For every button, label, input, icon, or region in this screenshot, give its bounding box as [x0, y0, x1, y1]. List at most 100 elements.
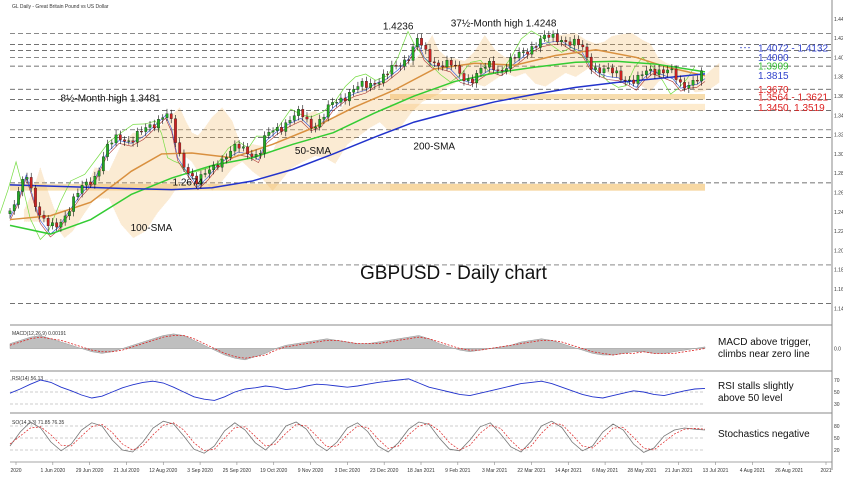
candle-body — [645, 70, 648, 75]
level-label: 1.3909 — [758, 62, 789, 73]
sma-line — [9, 73, 706, 191]
stochastics-panel: SO(14,3,3) 71.85 76.35 80 50 20 Stochastics … — [9, 420, 840, 454]
macd-axis-tick: 0.0 — [834, 347, 841, 353]
candle-body — [615, 70, 619, 74]
x-axis-tick-label: 18 Jan 2021 — [407, 468, 435, 474]
candle-body — [555, 33, 559, 43]
rsi-axis-tick: 70 — [834, 378, 840, 384]
candle-body — [577, 38, 580, 46]
candle-body — [454, 64, 457, 67]
candle-body — [679, 79, 682, 83]
stoch-axis-tick: 50 — [834, 436, 840, 442]
candle-body — [178, 142, 182, 154]
candle-body — [203, 173, 207, 175]
macd-header-text: MACD(12,26,9) 0.00191 — [12, 331, 66, 337]
y-axis: 1.44 1.42 1.40 1.38 1.36 1.34 1.32 1.30 1.28 1.26… — [834, 17, 843, 313]
candle-body — [420, 38, 423, 46]
candle-body — [619, 70, 623, 81]
tenkan-line — [9, 40, 706, 235]
candle-body — [657, 69, 661, 75]
chart-annotation: 8½-Month high 1.3481 — [61, 94, 162, 105]
candle-body — [118, 134, 122, 140]
macd-histogram — [9, 333, 706, 361]
stoch-note: Stochastics negative — [718, 429, 810, 440]
candle-body — [242, 146, 245, 149]
kijun-line — [9, 43, 706, 238]
candle-body — [522, 51, 525, 53]
stoch-header-text: SO(14,3,3) 71.85 76.35 — [12, 420, 64, 426]
candle-body — [80, 184, 84, 194]
y-axis-tick-label: 1.40 — [834, 55, 843, 61]
candle-body — [662, 69, 665, 74]
candle-body — [55, 222, 59, 228]
candle-body — [513, 57, 517, 59]
chart-annotation: 100-SMA — [131, 223, 173, 234]
candle-body — [653, 68, 657, 75]
candle-body — [34, 187, 37, 207]
candle-body — [602, 68, 606, 74]
candle-body — [301, 109, 305, 118]
candle-body — [479, 68, 483, 74]
candle-body — [339, 97, 343, 103]
y-axis-tick-label: 1.30 — [834, 152, 843, 158]
candle-body — [191, 173, 194, 177]
candle-body — [568, 41, 572, 46]
x-axis-tick-label: 21 Jul 2020 — [114, 468, 140, 474]
candle-body — [691, 80, 695, 86]
candle-body — [271, 130, 275, 133]
candle-body — [348, 92, 351, 102]
candle-body — [254, 154, 258, 157]
candle-body — [331, 102, 334, 105]
candle-body — [123, 139, 126, 142]
candle-body — [131, 140, 135, 143]
stoch-axis-tick: 80 — [834, 424, 840, 430]
y-axis-tick-label: 1.14 — [834, 306, 843, 312]
candle-body — [233, 143, 237, 152]
y-axis-tick-label: 1.44 — [834, 17, 843, 23]
candle-body — [161, 117, 165, 120]
candle-body — [195, 175, 199, 185]
rsi-header-text: RSI(14) 56.13 — [12, 376, 43, 382]
candle-body — [505, 68, 508, 72]
candle-body — [97, 170, 101, 177]
candle-body — [250, 153, 254, 157]
candle-body — [407, 59, 411, 61]
x-axis-tick-label: 9 Feb 2021 — [445, 468, 471, 474]
candle-body — [365, 81, 368, 88]
candle-body — [46, 218, 50, 227]
candle-body — [237, 143, 241, 149]
candle-body — [386, 73, 389, 75]
candle-body — [89, 181, 92, 185]
candle-body — [628, 79, 631, 81]
candle-body — [42, 214, 46, 219]
candle-body — [72, 196, 75, 212]
candle-body — [335, 102, 339, 104]
candle-body — [263, 135, 266, 154]
chart-annotation: 1.4236 — [383, 22, 414, 33]
candle-body — [314, 126, 317, 129]
support-band — [10, 183, 705, 191]
candle-body — [483, 67, 487, 69]
candle-body — [21, 179, 25, 192]
candle-body — [589, 56, 593, 70]
candle-body — [106, 143, 109, 157]
candle-body — [305, 116, 309, 120]
macd-panel: MACD(12,26,9) 0.00191 MACD above trigger,… — [9, 331, 841, 361]
stoch-d-line — [9, 422, 706, 452]
candle-body — [182, 153, 186, 168]
y-axis-tick-label: 1.42 — [834, 36, 843, 42]
candle-body — [581, 44, 585, 48]
candle-body — [466, 78, 470, 81]
level-label: 1.3670 — [758, 85, 789, 96]
candle-body — [432, 61, 436, 64]
candle-body — [683, 82, 686, 89]
candle-body — [377, 82, 381, 85]
candle-body — [174, 118, 177, 143]
candle-body — [63, 215, 67, 223]
candle-body — [140, 131, 143, 133]
candle-body — [246, 146, 249, 155]
x-axis-tick-label: 22 Mar 2021 — [517, 468, 545, 474]
candle-body — [403, 59, 406, 67]
candle-body — [322, 116, 326, 120]
x-axis-tick-label: 1 Jun 2020 — [40, 468, 65, 474]
